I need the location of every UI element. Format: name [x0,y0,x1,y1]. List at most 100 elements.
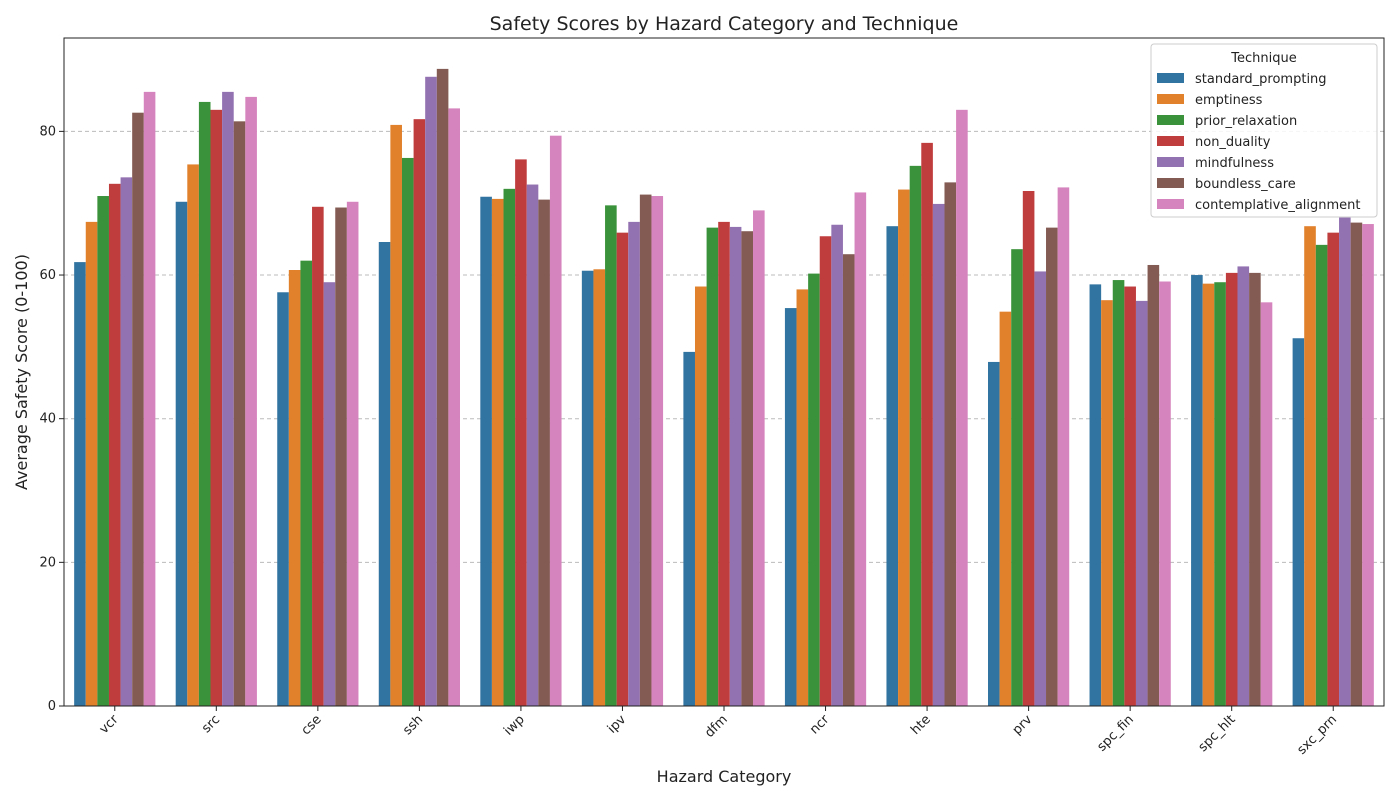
legend-label: non_duality [1195,135,1271,150]
bar-prior_relaxation-dfm [706,227,719,707]
x-tick-label: spc_fin [1094,712,1137,755]
x-tick-label: vcr [97,712,122,737]
bar-standard_prompting-spc_fin [1089,284,1102,706]
bar-boundless_care-prv [1046,227,1058,707]
bar-mindfulness-spc_fin [1135,300,1148,706]
bar-mindfulness-src [222,91,234,706]
bar-prior_relaxation-ipv [605,205,617,707]
bar-emptiness-spc_fin [1101,300,1113,706]
bar-contemplative_alignment-spc_fin [1159,281,1171,706]
bar-mindfulness-hte [932,203,945,706]
bar-mindfulness-dfm [729,226,742,706]
bar-boundless_care-src [233,121,246,706]
bar-non_duality-spc_fin [1124,286,1136,706]
bar-boundless_care-ssh [436,68,449,706]
bar-standard_prompting-dfm [683,351,695,706]
bar-standard_prompting-vcr [74,262,86,706]
x-tick-label: hte [908,712,934,738]
bar-standard_prompting-cse [277,292,289,706]
bar-contemplative_alignment-spc_hlt [1260,302,1273,706]
bar-boundless_care-ipv [639,194,652,706]
x-tick-label: cse [299,712,325,738]
bar-contemplative_alignment-sxc_prn [1362,224,1374,706]
legend-label: emptiness [1195,93,1263,108]
bar-boundless_care-cse [335,207,347,706]
y-tick-label: 80 [39,124,56,139]
bar-non_duality-prv [1022,190,1035,707]
bar-contemplative_alignment-src [245,96,257,706]
legend-title: Technique [1230,51,1296,66]
bar-mindfulness-vcr [120,177,133,706]
bar-mindfulness-ipv [628,221,640,706]
y-tick-label: 20 [39,555,56,570]
bar-standard_prompting-ncr [784,308,797,706]
x-tick-label: prv [1010,712,1036,738]
bar-prior_relaxation-cse [300,260,313,706]
y-axis-label: Average Safety Score (0-100) [12,254,31,490]
bar-emptiness-ssh [390,124,402,707]
bar-contemplative_alignment-ssh [448,108,460,706]
y-tick-label: 60 [39,268,56,283]
chart-title: Safety Scores by Hazard Category and Tec… [490,13,959,35]
legend-label: standard_prompting [1195,72,1327,87]
x-tick-label: src [199,712,223,736]
legend-swatch [1157,199,1184,209]
bar-boundless_care-spc_fin [1147,264,1160,706]
bar-boundless_care-dfm [741,231,754,706]
x-tick-label: iwp [501,712,528,739]
bar-standard_prompting-sxc_prn [1292,338,1305,706]
bar-non_duality-src [210,109,223,707]
bar-mindfulness-ssh [425,76,437,706]
bar-standard_prompting-ssh [378,241,391,706]
bar-emptiness-prv [999,311,1012,706]
y-tick-label: 0 [48,699,56,714]
bar-standard_prompting-prv [988,361,1000,706]
bar-emptiness-sxc_prn [1304,226,1316,706]
legend-label: mindfulness [1195,156,1274,171]
legend-box [1150,43,1378,218]
bar-boundless_care-vcr [132,112,144,707]
bar-mindfulness-iwp [526,184,539,706]
bar-prior_relaxation-vcr [97,196,109,707]
bar-non_duality-ipv [616,232,629,707]
bar-non_duality-iwp [515,159,527,706]
bar-standard_prompting-hte [886,226,899,706]
legend-items: standard_prompting emptiness prior_relaxat… [1157,72,1361,213]
bar-prior_relaxation-hte [909,165,922,706]
bar-contemplative_alignment-ncr [854,192,867,706]
bar-non_duality-cse [312,206,324,706]
bars [74,68,1374,707]
legend-swatch [1157,136,1184,146]
bar-prior_relaxation-sxc_prn [1315,244,1328,707]
bar-mindfulness-sxc_prn [1339,217,1351,706]
bar-contemplative_alignment-ipv [651,196,664,707]
legend-swatch [1157,157,1184,167]
bar-non_duality-vcr [108,183,121,707]
bar-standard_prompting-iwp [480,196,492,706]
bar-contemplative_alignment-vcr [143,91,156,706]
bar-standard_prompting-spc_hlt [1191,275,1203,706]
bar-mindfulness-spc_hlt [1237,266,1250,706]
bar-boundless_care-iwp [538,199,550,706]
x-tick-label: ssh [400,712,426,738]
x-axis-label: Hazard Category [657,767,792,786]
bar-non_duality-hte [921,142,933,706]
bar-contemplative_alignment-cse [346,201,359,706]
x-tick-label: ipv [605,712,630,737]
y-axis-ticks: 0 20 40 60 80 [39,124,64,714]
bar-emptiness-dfm [694,286,707,706]
bar-prior_relaxation-prv [1011,249,1023,706]
bar-non_duality-sxc_prn [1327,232,1340,707]
bar-emptiness-hte [898,189,910,706]
bar-contemplative_alignment-prv [1057,187,1070,706]
x-tick-label: ncr [807,712,833,738]
x-tick-label: dfm [702,712,731,741]
bar-emptiness-src [187,164,199,706]
bar-standard_prompting-src [175,201,188,706]
bar-non_duality-dfm [718,221,730,706]
bar-standard_prompting-ipv [581,270,594,706]
legend-swatch [1157,178,1184,188]
bar-prior_relaxation-ssh [401,157,414,706]
legend-label: boundless_care [1195,177,1296,192]
